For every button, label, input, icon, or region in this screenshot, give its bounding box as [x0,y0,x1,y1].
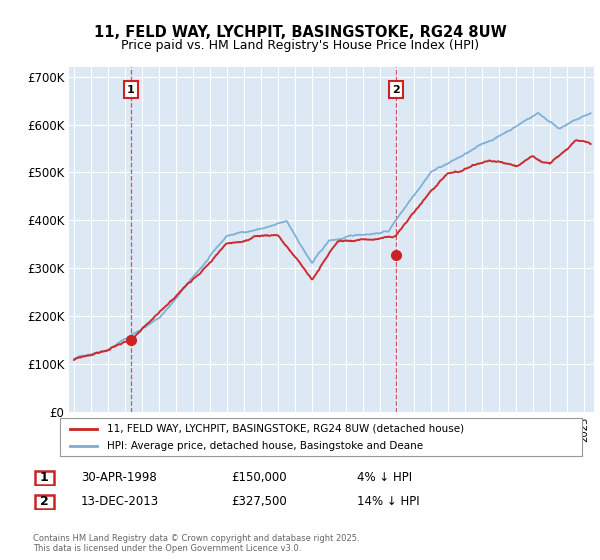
Text: 2: 2 [392,85,400,95]
Text: HPI: Average price, detached house, Basingstoke and Deane: HPI: Average price, detached house, Basi… [107,441,423,451]
FancyBboxPatch shape [35,470,54,485]
Text: £327,500: £327,500 [231,494,287,508]
Text: 1: 1 [40,471,49,484]
Text: 2: 2 [40,495,49,508]
Text: 13-DEC-2013: 13-DEC-2013 [81,494,159,508]
Text: Price paid vs. HM Land Registry's House Price Index (HPI): Price paid vs. HM Land Registry's House … [121,39,479,52]
Text: 30-APR-1998: 30-APR-1998 [81,470,157,484]
Text: Contains HM Land Registry data © Crown copyright and database right 2025.
This d: Contains HM Land Registry data © Crown c… [33,534,359,553]
Text: 4% ↓ HPI: 4% ↓ HPI [357,470,412,484]
Text: 14% ↓ HPI: 14% ↓ HPI [357,494,419,508]
Text: £150,000: £150,000 [231,470,287,484]
Text: 11, FELD WAY, LYCHPIT, BASINGSTOKE, RG24 8UW: 11, FELD WAY, LYCHPIT, BASINGSTOKE, RG24… [94,25,506,40]
Text: 1: 1 [127,85,134,95]
Text: 11, FELD WAY, LYCHPIT, BASINGSTOKE, RG24 8UW (detached house): 11, FELD WAY, LYCHPIT, BASINGSTOKE, RG24… [107,424,464,434]
FancyBboxPatch shape [35,494,54,509]
